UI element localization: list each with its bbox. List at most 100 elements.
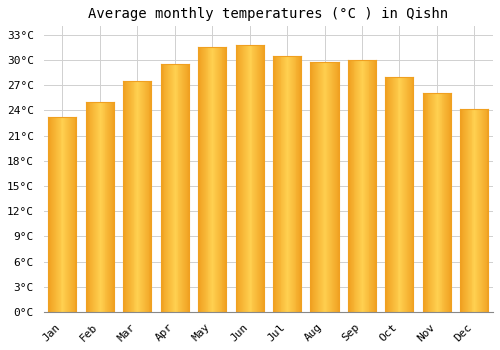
Bar	[348, 60, 349, 312]
Bar	[318, 62, 319, 312]
Bar	[310, 62, 312, 312]
Bar	[220, 47, 222, 312]
Bar	[284, 56, 285, 312]
Bar	[481, 108, 482, 312]
Bar	[287, 56, 288, 312]
Bar	[145, 81, 146, 312]
Bar	[258, 45, 259, 312]
Bar	[372, 60, 373, 312]
Bar	[202, 47, 203, 312]
Bar	[250, 45, 252, 312]
Bar	[404, 77, 405, 312]
Bar	[240, 45, 241, 312]
Bar	[410, 77, 412, 312]
Bar	[90, 102, 92, 312]
Bar	[360, 60, 361, 312]
Bar	[241, 45, 242, 312]
Bar	[170, 64, 171, 312]
Bar	[199, 47, 200, 312]
Bar	[321, 62, 322, 312]
Bar	[54, 117, 55, 312]
Bar	[238, 45, 240, 312]
Bar	[403, 77, 404, 312]
Bar	[136, 81, 138, 312]
Bar	[72, 117, 74, 312]
Bar	[143, 81, 144, 312]
Bar	[100, 102, 101, 312]
Bar	[300, 56, 301, 312]
Bar	[402, 77, 403, 312]
Bar	[407, 77, 408, 312]
Title: Average monthly temperatures (°C ) in Qishn: Average monthly temperatures (°C ) in Qi…	[88, 7, 448, 21]
Bar	[400, 77, 402, 312]
Bar	[188, 64, 189, 312]
Bar	[134, 81, 136, 312]
Bar	[86, 102, 88, 312]
Bar	[201, 47, 202, 312]
Bar	[208, 47, 210, 312]
Bar	[74, 117, 76, 312]
Bar	[375, 60, 376, 312]
Bar	[164, 64, 166, 312]
Bar	[173, 64, 174, 312]
Bar	[315, 62, 316, 312]
Bar	[482, 108, 483, 312]
Bar	[213, 47, 214, 312]
Bar	[290, 56, 291, 312]
Bar	[128, 81, 129, 312]
Bar	[356, 60, 358, 312]
Bar	[426, 93, 428, 312]
Bar	[438, 93, 439, 312]
Bar	[446, 93, 447, 312]
Bar	[329, 62, 330, 312]
Bar	[317, 62, 318, 312]
Bar	[242, 45, 243, 312]
Bar	[333, 62, 334, 312]
Bar	[388, 77, 389, 312]
Bar	[398, 77, 400, 312]
Bar	[183, 64, 184, 312]
Bar	[391, 77, 392, 312]
Bar	[160, 64, 162, 312]
Bar	[368, 60, 370, 312]
Bar	[216, 47, 217, 312]
Bar	[363, 60, 364, 312]
Bar	[319, 62, 320, 312]
Bar	[444, 93, 446, 312]
Bar	[94, 102, 95, 312]
Bar	[96, 102, 97, 312]
Bar	[126, 81, 127, 312]
Bar	[215, 47, 216, 312]
Bar	[437, 93, 438, 312]
Bar	[476, 108, 477, 312]
Bar	[259, 45, 260, 312]
Bar	[280, 56, 281, 312]
Bar	[106, 102, 108, 312]
Bar	[392, 77, 393, 312]
Bar	[442, 93, 444, 312]
Bar	[477, 108, 478, 312]
Bar	[483, 108, 484, 312]
Bar	[169, 64, 170, 312]
Bar	[92, 102, 94, 312]
Bar	[434, 93, 435, 312]
Bar	[132, 81, 134, 312]
Bar	[70, 117, 71, 312]
Bar	[224, 47, 226, 312]
Bar	[125, 81, 126, 312]
Bar	[440, 93, 442, 312]
Bar	[278, 56, 280, 312]
Bar	[146, 81, 148, 312]
Bar	[364, 60, 365, 312]
Bar	[198, 47, 199, 312]
Bar	[405, 77, 406, 312]
Bar	[246, 45, 247, 312]
Bar	[185, 64, 186, 312]
Bar	[124, 81, 125, 312]
Bar	[334, 62, 335, 312]
Bar	[214, 47, 215, 312]
Bar	[162, 64, 164, 312]
Bar	[262, 45, 264, 312]
Bar	[129, 81, 130, 312]
Bar	[139, 81, 140, 312]
